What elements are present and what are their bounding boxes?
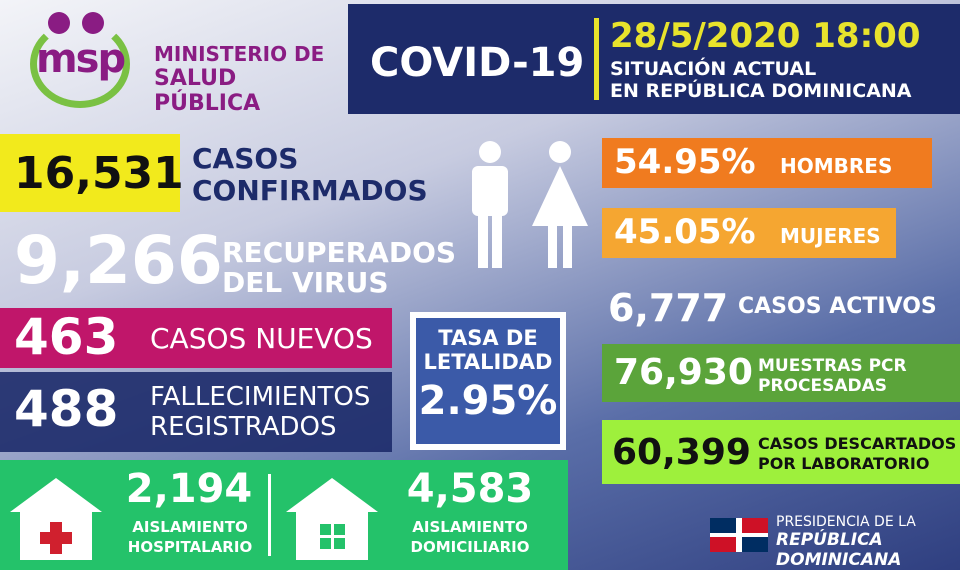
header-subtitle-2: EN REPÚBLICA DOMINICANA xyxy=(610,80,912,102)
isolation-divider xyxy=(268,474,271,556)
active-label: CASOS ACTIVOS xyxy=(738,294,937,319)
recovered-value: 9,266 xyxy=(14,222,223,299)
confirmed-box xyxy=(0,134,180,212)
discarded-value: 60,399 xyxy=(612,432,751,473)
logo-dot xyxy=(82,12,104,34)
isolation-panel xyxy=(0,460,568,570)
confirmed-label-2: CONFIRMADOS xyxy=(192,174,428,207)
men-box xyxy=(602,138,932,188)
logo-line2: SALUD PÚBLICA xyxy=(154,66,261,116)
logo-ring xyxy=(30,20,130,108)
pcr-label-2: PROCESADAS xyxy=(758,376,888,396)
deaths-label-2: REGISTRADOS xyxy=(150,412,337,442)
flag-icon xyxy=(710,518,768,552)
women-label: MUJERES xyxy=(780,224,881,248)
house-icon xyxy=(286,478,378,560)
home-isolation-label-1: AISLAMIENTO xyxy=(412,518,528,536)
deaths-value: 488 xyxy=(14,380,119,438)
header-datetime: 28/5/2020 18:00 xyxy=(610,16,921,56)
msp-logo: msp MINISTERIO DE SALUD PÚBLICA xyxy=(14,10,334,120)
new-cases-label: CASOS NUEVOS xyxy=(150,322,373,355)
logo-line1: MINISTERIO DE xyxy=(154,42,325,66)
home-isolation-value: 4,583 xyxy=(406,466,534,512)
header-banner: COVID-19 28/5/2020 18:00 SITUACIÓN ACTUA… xyxy=(348,4,960,114)
new-cases-value: 463 xyxy=(14,308,119,366)
header-title: COVID-19 xyxy=(370,40,585,86)
lethality-label-2: LETALIDAD xyxy=(423,350,553,374)
hospital-isolation-label-2: HOSPITALARIO xyxy=(127,538,253,556)
discarded-box xyxy=(602,420,960,484)
logo-brand: msp xyxy=(36,36,126,82)
hospital-isolation-value: 2,194 xyxy=(125,466,253,512)
discarded-label-2: POR LABORATORIO xyxy=(758,454,930,473)
recovered-label-2: DEL VIRUS xyxy=(222,266,389,299)
confirmed-value: 16,531 xyxy=(14,148,184,199)
pcr-value: 76,930 xyxy=(614,352,753,393)
recovered-label-1: RECUPERADOS xyxy=(222,236,457,269)
home-isolation-label-2: DOMICILIARIO xyxy=(410,538,530,556)
hospital-isolation-label-1: AISLAMIENTO xyxy=(132,518,248,536)
presidency-line-2: REPÚBLICA DOMINICANA xyxy=(776,530,902,570)
presidency-line-1: PRESIDENCIA DE LA xyxy=(776,514,916,530)
header-divider xyxy=(594,18,599,100)
women-value: 45.05% xyxy=(614,212,756,252)
men-value: 54.95% xyxy=(614,142,756,182)
active-value: 6,777 xyxy=(608,286,729,330)
hospital-icon xyxy=(10,478,102,560)
discarded-label-1: CASOS DESCARTADOS xyxy=(758,434,957,453)
new-cases-box xyxy=(0,308,392,368)
lethality-label-1: TASA DE xyxy=(438,326,538,350)
deaths-label-1: FALLECIMIENTOS xyxy=(150,382,371,412)
header-subtitle-1: SITUACIÓN ACTUAL xyxy=(610,58,817,80)
pcr-box xyxy=(602,344,960,402)
men-label: HOMBRES xyxy=(780,154,893,178)
confirmed-label-1: CASOS xyxy=(192,142,299,175)
women-box xyxy=(602,208,896,258)
pcr-label-1: MUESTRAS PCR xyxy=(758,356,907,376)
people-icon xyxy=(472,141,588,268)
lethality-box xyxy=(410,312,566,450)
logo-dot xyxy=(48,12,70,34)
lethality-value: 2.95% xyxy=(418,378,558,424)
deaths-box xyxy=(0,372,392,452)
